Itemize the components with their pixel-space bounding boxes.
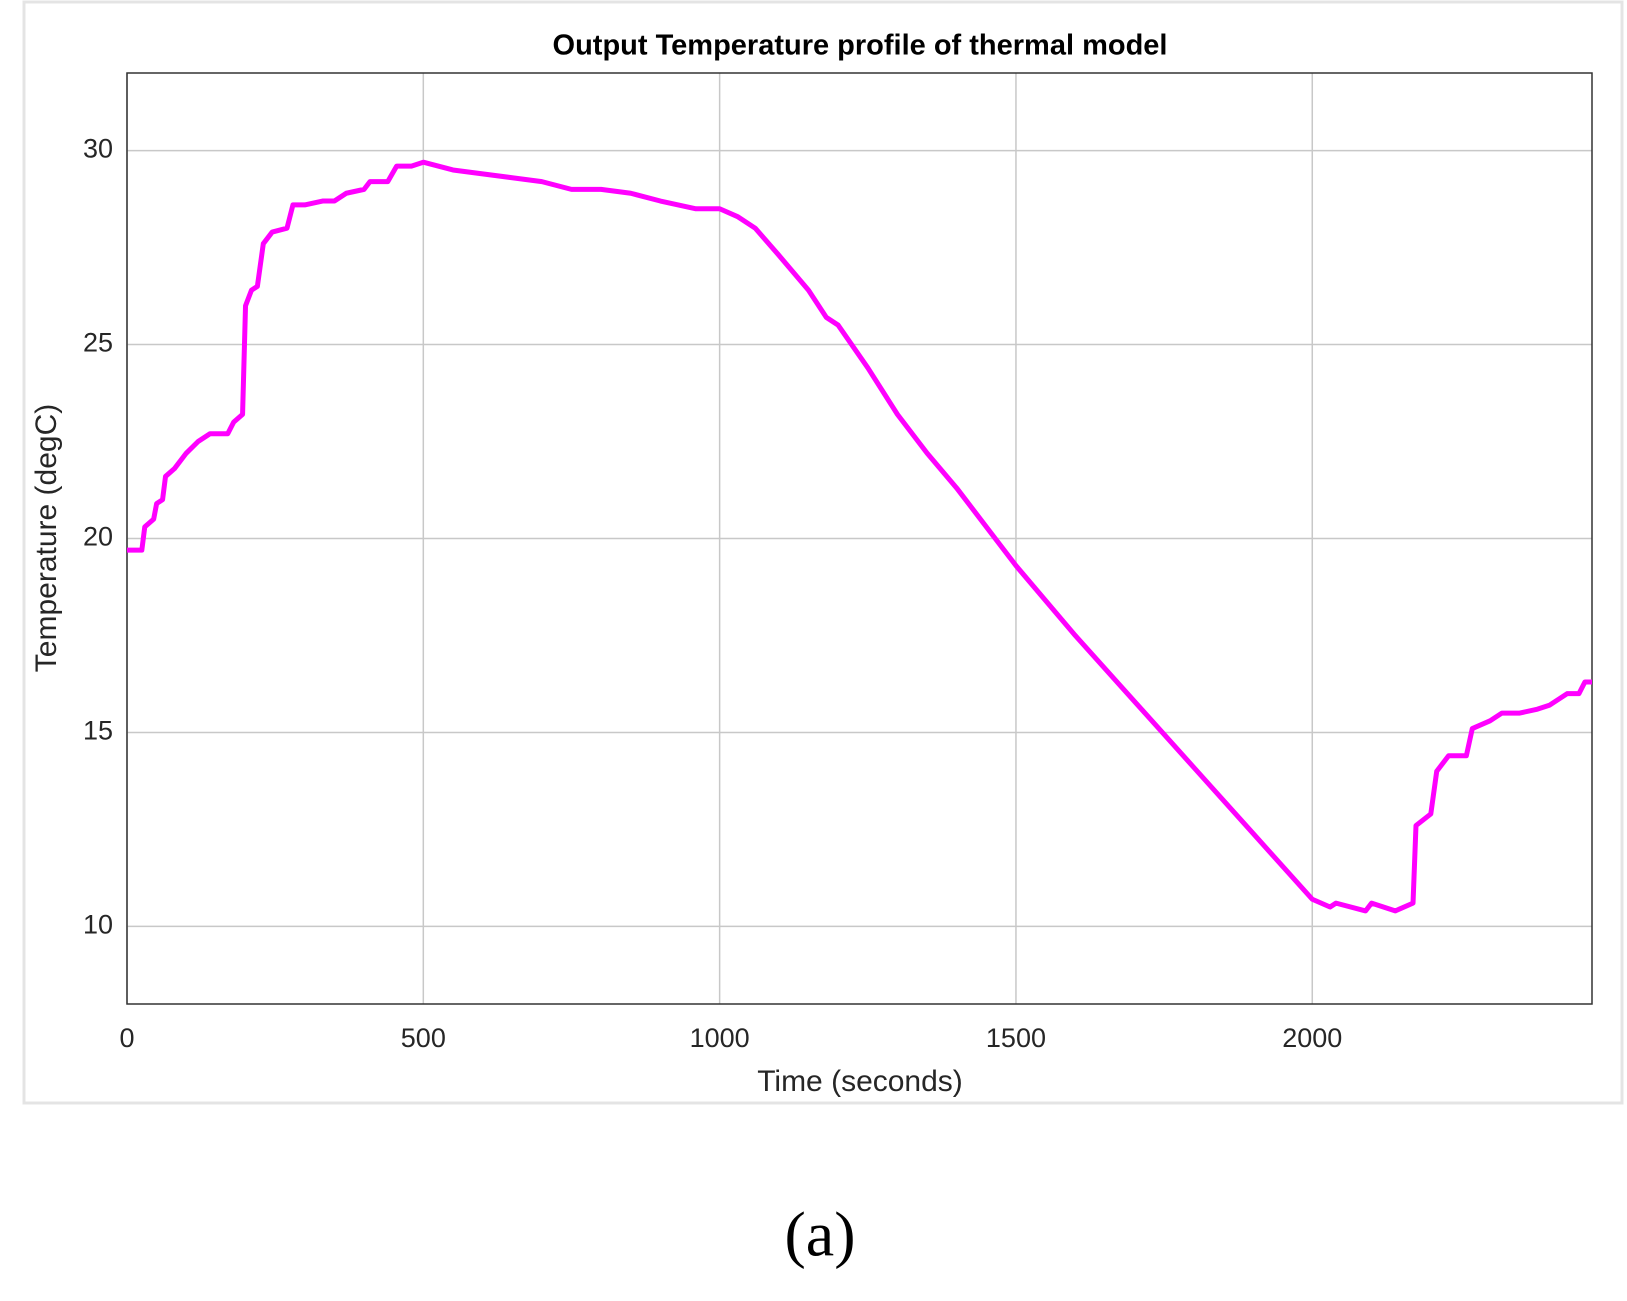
caption: (a) <box>784 1199 855 1270</box>
y-tick-label: 15 <box>83 716 113 746</box>
x-tick-label: 500 <box>401 1023 446 1053</box>
y-axis-label: Temperature (degC) <box>30 404 63 672</box>
axes-box <box>126 72 1593 1005</box>
y-tick-label: 20 <box>83 522 113 552</box>
y-tick-label: 10 <box>83 910 113 940</box>
x-tick-label: 1500 <box>986 1023 1046 1053</box>
x-tick-label: 2000 <box>1282 1023 1342 1053</box>
x-tick-label: 1000 <box>690 1023 750 1053</box>
data-line <box>127 159 1592 914</box>
y-tick-label: 25 <box>83 328 113 358</box>
chart-title: Output Temperature profile of thermal mo… <box>553 30 1168 62</box>
x-axis-label: Time (seconds) <box>757 1065 963 1098</box>
x-tick-label: 0 <box>119 1023 134 1053</box>
y-tick-label: 30 <box>83 134 113 164</box>
